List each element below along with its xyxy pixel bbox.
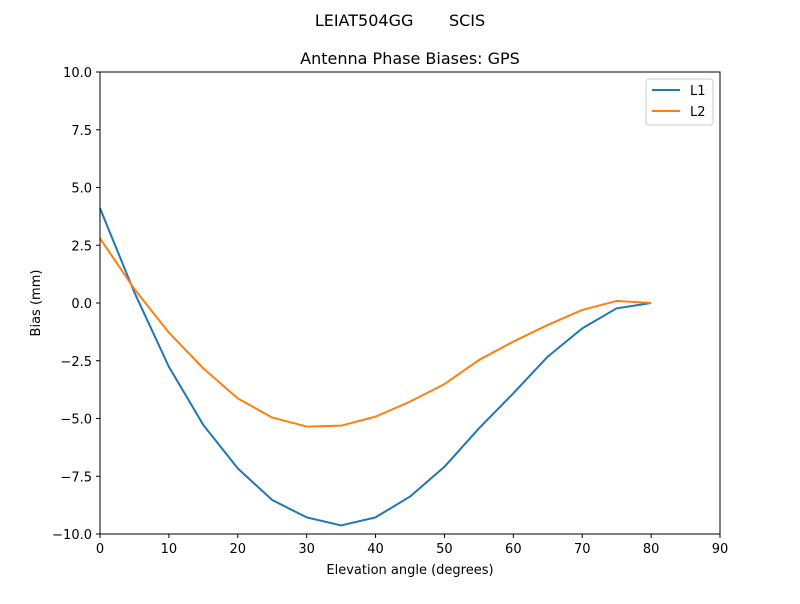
plot-frame: [99, 71, 721, 535]
series-line-l2: [99, 237, 652, 428]
y-tick-label: −5.0: [60, 413, 92, 428]
y-tick-label: 0.0: [71, 297, 92, 312]
y-tick-label: 2.5: [71, 239, 92, 254]
y-tick-label: 5.0: [71, 182, 92, 197]
chart-title: Antenna Phase Biases: GPS: [300, 49, 520, 68]
y-tick-label: −10.0: [52, 528, 92, 543]
x-tick-label: 10: [161, 542, 178, 557]
y-tick-label: −2.5: [60, 355, 92, 370]
legend-label-l2: L2: [690, 105, 706, 120]
x-tick-label: 50: [436, 542, 453, 557]
suptitle: LEIAT504GG SCIS: [315, 11, 485, 30]
x-axis-label: Elevation angle (degrees): [326, 563, 493, 578]
x-tick-label: 0: [96, 542, 104, 557]
x-tick-label: 20: [230, 542, 247, 557]
y-tick-label: −7.5: [60, 470, 92, 485]
x-tick-label: 90: [712, 542, 729, 557]
y-axis-label: Bias (mm): [29, 270, 44, 337]
y-tick-label: 10.0: [63, 66, 92, 81]
legend: L1 L2: [645, 78, 714, 126]
x-tick-label: 60: [505, 542, 522, 557]
x-tick-label: 30: [298, 542, 315, 557]
x-tick-label: 40: [367, 542, 384, 557]
series-line-l1: [99, 207, 652, 527]
y-tick-label: 7.5: [71, 124, 92, 139]
x-tick-label: 70: [574, 542, 591, 557]
legend-label-l1: L1: [690, 84, 706, 99]
x-tick-label: 80: [643, 542, 660, 557]
